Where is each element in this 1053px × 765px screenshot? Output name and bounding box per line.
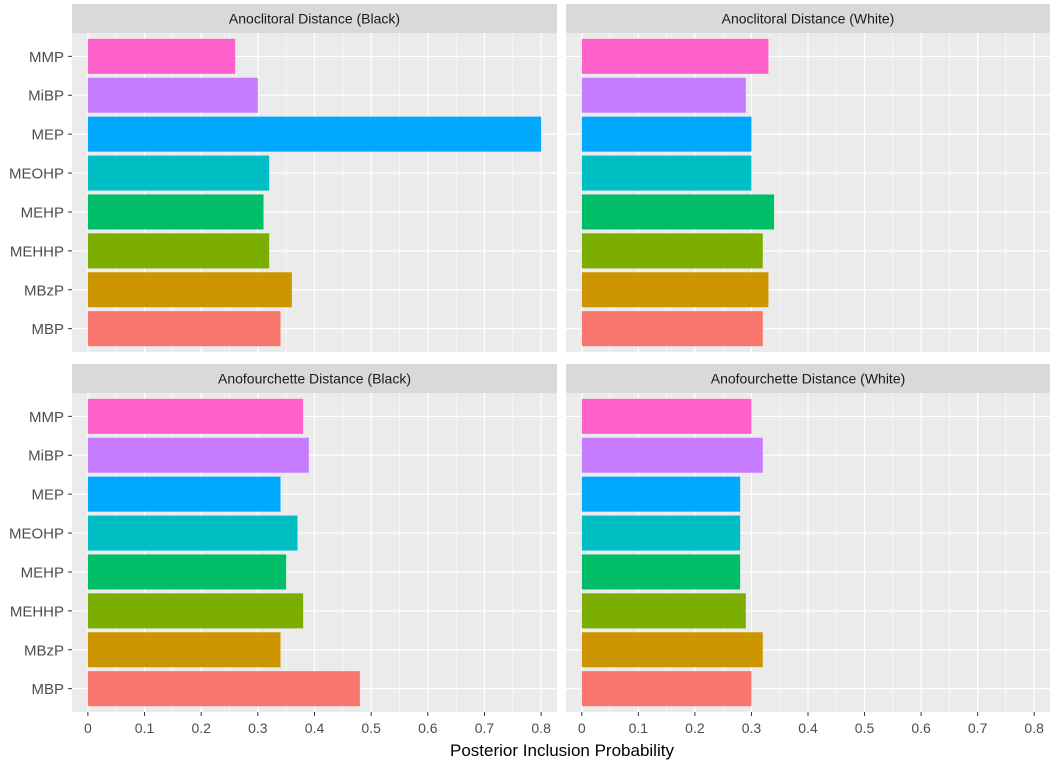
panels: Anoclitoral Distance (Black) MMP MiBP MEP ME…: [9, 4, 1050, 736]
y-tick-label: MBzP: [24, 642, 64, 659]
bar-mmp: [87, 398, 304, 434]
x-tick-label: 0.5: [361, 720, 381, 736]
x-tick-label: 0.4: [305, 720, 325, 736]
bar-mmp: [581, 38, 769, 74]
x-tick-label: 0.5: [855, 720, 875, 736]
bar-mehhp: [581, 233, 763, 269]
bar-mbp: [87, 671, 360, 707]
x-tick-label: 0.7: [475, 720, 495, 736]
x-tick-label: 0.2: [191, 720, 211, 736]
panel-title: Anofourchette Distance (White): [711, 371, 906, 387]
x-tick-label: 0: [84, 720, 92, 736]
x-tick-label: 0.6: [418, 720, 438, 736]
bar-mehp: [581, 194, 775, 230]
x-tick-label: 0.3: [742, 720, 762, 736]
y-tick-label: MEHHP: [10, 243, 64, 260]
y-tick-label: MiBP: [28, 448, 64, 465]
y-tick-label: MBzP: [24, 282, 64, 299]
bar-mep: [581, 476, 741, 512]
y-tick-label: MEP: [31, 127, 64, 144]
y-tick-label: MBP: [31, 681, 64, 698]
x-tick-label: 0.2: [685, 720, 705, 736]
panel-4: Anofourchette Distance (White) 0 0.1 0.2 0.3…: [566, 364, 1050, 736]
panel-3: Anofourchette Distance (Black) MMP MiBP MEP…: [9, 364, 557, 736]
x-tick-label: 0.4: [798, 720, 818, 736]
x-axis-title: Posterior Inclusion Probability: [450, 741, 674, 760]
x-tick-label: 0.1: [135, 720, 155, 736]
y-tick-label: MEHHP: [10, 603, 64, 620]
bar-mmp: [581, 398, 752, 434]
bar-mehp: [87, 194, 264, 230]
x-tick-label: 0.6: [911, 720, 931, 736]
y-tick-label: MEOHP: [9, 526, 64, 543]
y-tick-label: MEHP: [21, 564, 64, 581]
bar-mbzp: [581, 272, 769, 308]
bar-mbzp: [87, 272, 292, 308]
panel-strip: [72, 364, 557, 393]
bar-mbp: [581, 671, 752, 707]
bar-mbzp: [87, 632, 281, 668]
x-tick-label: 0.3: [248, 720, 268, 736]
panel-2: Anoclitoral Distance (White): [566, 4, 1050, 352]
bar-meohp: [581, 515, 741, 551]
x-tick-label: 0.1: [629, 720, 649, 736]
x-tick-label: 0: [578, 720, 586, 736]
y-tick-label: MBP: [31, 321, 64, 338]
y-tick-label: MEHP: [21, 204, 64, 221]
bar-mibp: [581, 77, 746, 113]
bar-mmp: [87, 38, 236, 74]
panel-title: Anoclitoral Distance (White): [722, 11, 895, 27]
bar-mehp: [87, 554, 287, 590]
bar-mehhp: [581, 593, 746, 629]
bar-mehhp: [87, 593, 304, 629]
bar-mep: [87, 476, 281, 512]
bar-mbzp: [581, 632, 763, 668]
bar-mbp: [581, 311, 763, 347]
y-tick-label: MMP: [29, 409, 64, 426]
panel-strip: [566, 364, 1050, 393]
bar-mibp: [87, 437, 309, 473]
y-tick-label: MEP: [31, 487, 64, 504]
panel-title: Anofourchette Distance (Black): [218, 371, 411, 387]
x-tick-label: 0.7: [968, 720, 988, 736]
bar-meohp: [87, 155, 270, 191]
bar-meohp: [87, 515, 298, 551]
bar-mep: [87, 116, 542, 152]
bar-mbp: [87, 311, 281, 347]
x-tick-label: 0.8: [1024, 720, 1044, 736]
panel-strip: [566, 4, 1050, 33]
bar-mehhp: [87, 233, 270, 269]
bar-meohp: [581, 155, 752, 191]
bar-mibp: [87, 77, 258, 113]
y-tick-label: MMP: [29, 49, 64, 66]
panel-1: Anoclitoral Distance (Black) MMP MiBP MEP ME…: [9, 4, 557, 352]
bar-mehp: [581, 554, 741, 590]
bar-mep: [581, 116, 752, 152]
bar-mibp: [581, 437, 763, 473]
x-tick-label: 0.8: [531, 720, 551, 736]
y-tick-label: MiBP: [28, 88, 64, 105]
y-tick-label: MEOHP: [9, 166, 64, 183]
panel-strip: [72, 4, 557, 33]
panel-title: Anoclitoral Distance (Black): [229, 11, 400, 27]
